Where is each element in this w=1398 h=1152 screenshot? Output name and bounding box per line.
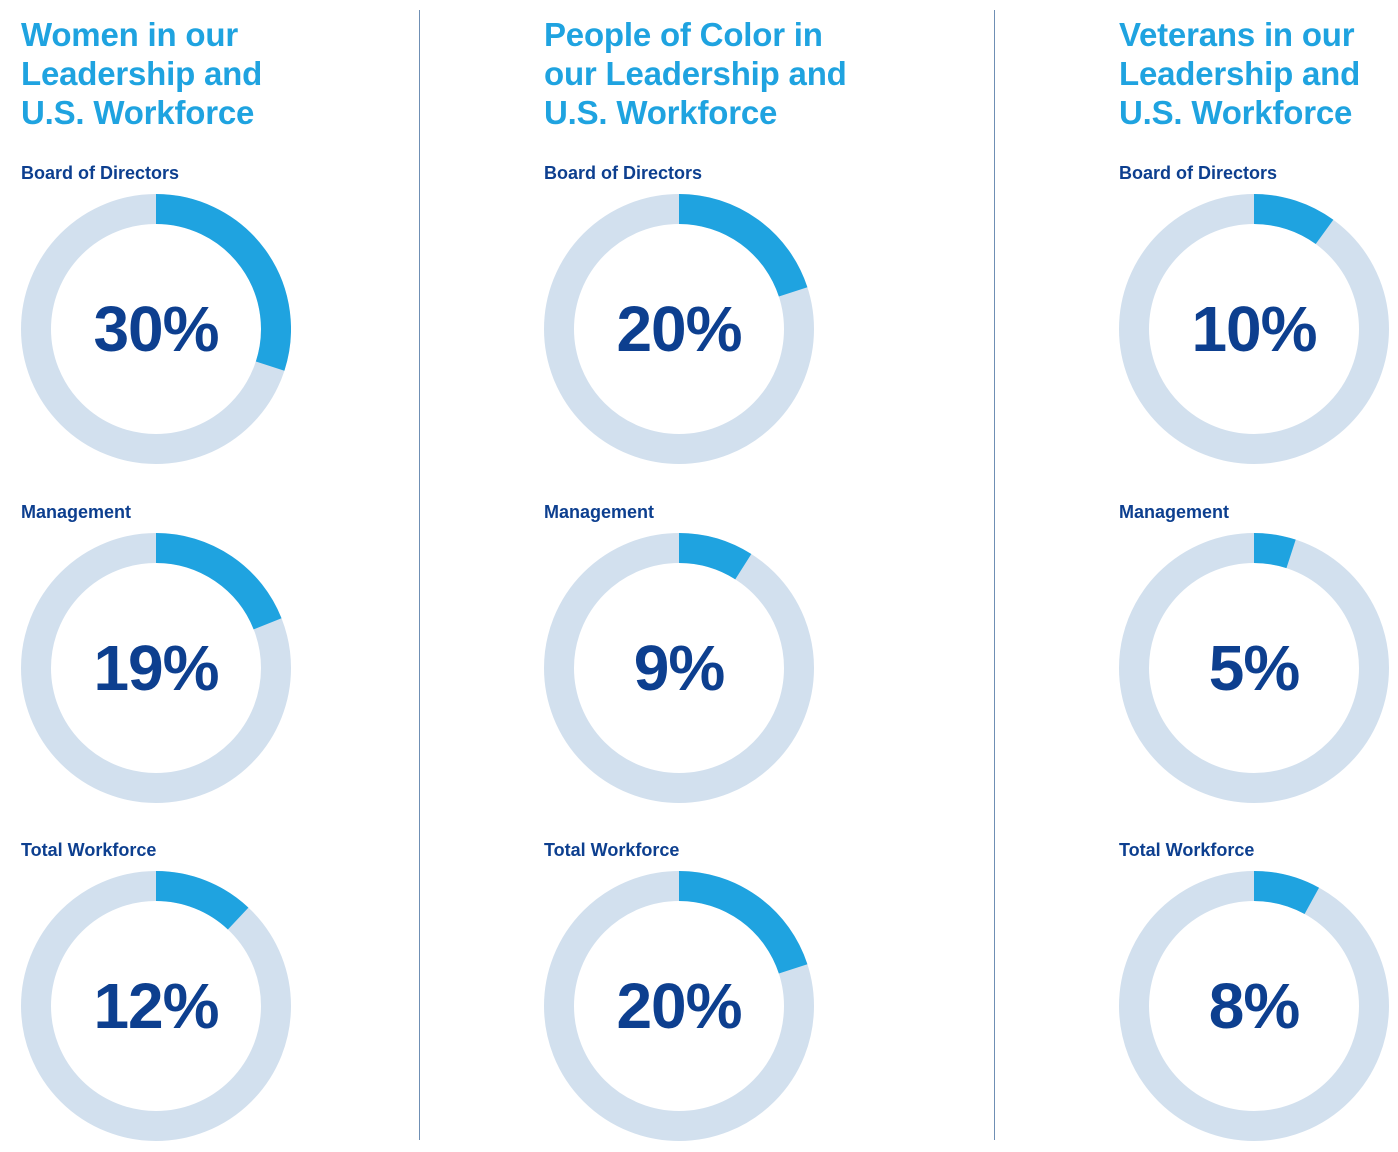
category-label: Board of Directors [21,163,180,183]
donut-arc [155,871,249,930]
value-label: 9% [633,632,726,704]
donut-block: Management 5% [1119,501,1398,803]
donut-block: Total Workforce 8% [1119,839,1398,1141]
value-label: 10% [1191,293,1317,365]
category-label: Board of Directors [1119,163,1278,183]
donut-arc [1253,533,1296,569]
donut-svg [1119,533,1389,803]
donut-chart: 20% [544,194,814,464]
donut-arc [678,533,752,580]
column-divider [419,10,420,1140]
category-label: Total Workforce [21,840,157,860]
value-label: 30% [93,293,219,365]
donut-block: Board of Directors 30% [21,162,321,464]
value-label: 8% [1208,970,1301,1042]
category-label: Board of Directors [544,163,703,183]
donut-chart: 5% [1119,533,1389,803]
chart-title: Veterans in our Leadership and U.S. Work… [1119,16,1361,131]
donut-arc [1253,194,1334,245]
donut-arc [155,194,291,371]
donut-arc [155,533,282,630]
donut-arc [678,871,808,974]
value-label: 5% [1208,632,1301,704]
value-label: 20% [616,293,742,365]
category-label: Management [544,502,655,522]
donut-block: Board of Directors 20% [544,162,844,464]
donut-svg [1119,871,1389,1141]
donut-block: Board of Directors 10% [1119,162,1398,464]
donut-block: Total Workforce 12% [21,839,321,1141]
value-label: 12% [93,970,219,1042]
category-label: Total Workforce [544,840,680,860]
donut-block: Management 9% [544,501,844,803]
donut-svg [544,533,814,803]
donut-svg [544,194,814,464]
chart-group-veterans: Veterans in our Leadership and U.S. Work… [1119,0,1398,1152]
donut-arc [678,194,808,297]
category-label: Management [21,502,132,522]
donut-svg [544,871,814,1141]
column-divider [994,10,995,1140]
donut-chart: 19% [21,533,291,803]
chart-title: Women in our Leadership and U.S. Workfor… [21,16,263,131]
chart-title: People of Color in our Leadership and U.… [544,16,847,131]
donut-svg [1119,194,1389,464]
donut-chart: 30% [21,194,291,464]
donut-chart: 8% [1119,871,1389,1141]
donut-svg [21,194,291,464]
donut-block: Total Workforce 20% [544,839,844,1141]
donut-chart: 10% [1119,194,1389,464]
value-label: 20% [616,970,742,1042]
category-label: Management [1119,502,1230,522]
donut-svg [21,533,291,803]
donut-chart: 20% [544,871,814,1141]
donut-block: Management 19% [21,501,321,803]
chart-group-people-of-color: People of Color in our Leadership and U.… [544,0,924,1152]
donut-chart: 9% [544,533,814,803]
donut-arc [1253,871,1320,915]
category-label: Total Workforce [1119,840,1255,860]
value-label: 19% [93,632,219,704]
donut-chart: 12% [21,871,291,1141]
donut-svg [21,871,291,1141]
chart-group-women: Women in our Leadership and U.S. Workfor… [21,0,401,1152]
